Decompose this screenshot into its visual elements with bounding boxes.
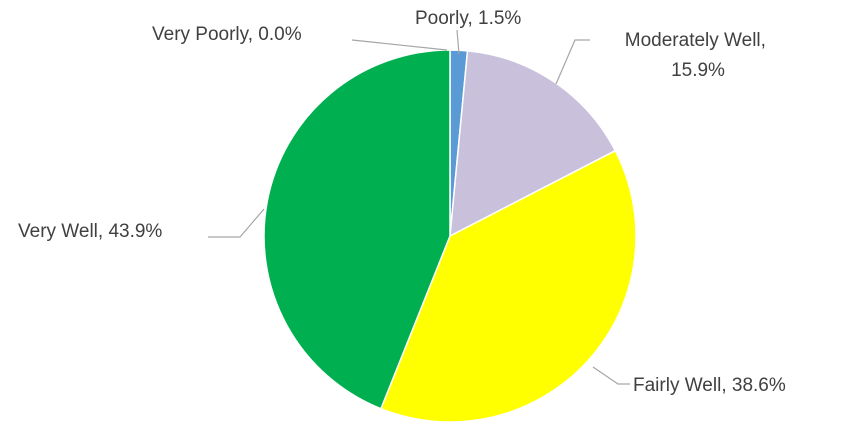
label-moderately-well-line2: 15.9% [671,60,725,81]
slice-moderately-well [449,50,617,238]
slice-fairly-well [379,149,637,423]
pie-slices [263,49,637,423]
label-very-well: Very Well, 43.9% [18,221,162,242]
leader-fairly-well [592,366,630,385]
slice-very-well [263,49,451,410]
label-fairly-well: Fairly Well, 38.6% [633,375,786,396]
data-labels: Very Poorly, 0.0% Poorly, 1.5% Moderatel… [18,8,786,396]
label-very-poorly: Very Poorly, 0.0% [152,24,302,45]
leader-lines [208,29,630,385]
leader-very-well [208,208,265,238]
leader-poorly [456,29,460,55]
leader-moderately-well [555,39,590,85]
label-moderately-well-line1: Moderately Well, [625,30,766,51]
label-moderately-well: Moderately Well, 15.9% [625,30,771,81]
label-poorly: Poorly, 1.5% [415,8,521,29]
leader-very-poorly [351,39,448,51]
